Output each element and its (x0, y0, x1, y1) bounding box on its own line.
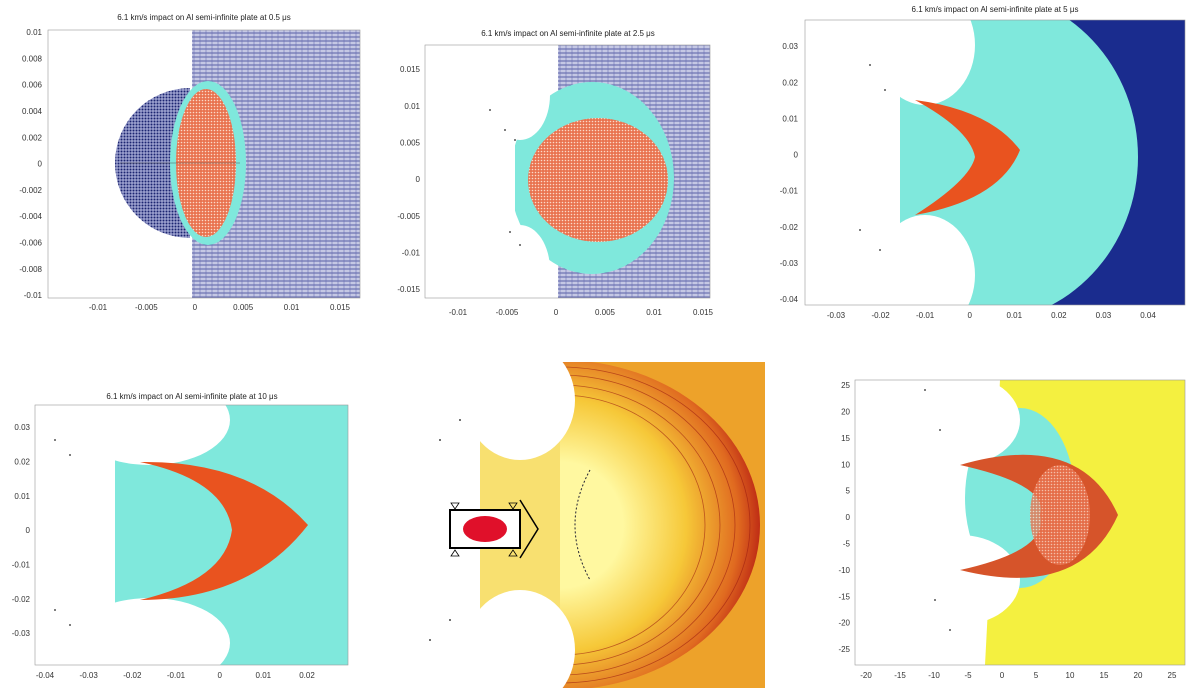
x-tick-label: -0.03 (827, 311, 846, 320)
y-tick-label: 0.005 (400, 138, 421, 147)
x-tick-label: -0.02 (123, 671, 142, 680)
x-tick-label: 0.005 (233, 303, 254, 312)
y-tick-label: 0.01 (26, 28, 42, 37)
y-tick-label: 0 (26, 526, 31, 535)
x-tick-label: 0.03 (1096, 311, 1112, 320)
y-tick-label: -0.02 (780, 223, 799, 232)
x-tick-label: -20 (860, 671, 872, 680)
x-tick-label: 0.015 (693, 308, 714, 317)
x-tick-label: 0.02 (1051, 311, 1067, 320)
simulation-mm (900, 380, 1185, 665)
y-tick-label: 0.006 (22, 81, 43, 90)
x-tick-label: 5 (1034, 671, 1039, 680)
y-tick-label: 0.01 (14, 492, 30, 501)
projectile-icon (449, 499, 539, 559)
y-tick-label: -0.015 (397, 285, 420, 294)
y-tick-label: -20 (838, 619, 850, 628)
x-tick-label: 0.005 (595, 308, 616, 317)
y-tick-label: 0.03 (782, 42, 798, 51)
x-tick-label: 0 (554, 308, 559, 317)
y-tick-label: -10 (838, 566, 850, 575)
x-tick-label: -0.03 (80, 671, 99, 680)
y-tick-label: 25 (841, 381, 850, 390)
simulation-2-5us (425, 45, 710, 298)
x-tick-label: 0.01 (646, 308, 662, 317)
y-tick-label: 0.004 (22, 107, 43, 116)
simulation-5us (805, 20, 1185, 305)
x-tick-label: 0.01 (256, 671, 272, 680)
y-tick-label: 0.008 (22, 54, 43, 63)
y-tick-label: -0.004 (19, 212, 42, 221)
panel-title: 6.1 km/s impact on Al semi-infinite plat… (481, 29, 655, 38)
y-tick-label: -0.03 (780, 259, 799, 268)
y-tick-label: 15 (841, 434, 850, 443)
simulation-10us (35, 405, 348, 665)
y-tick-label: -0.03 (12, 629, 31, 638)
panel-title: 6.1 km/s impact on Al semi-infinite plat… (106, 392, 277, 401)
x-tick-label: -0.005 (135, 303, 158, 312)
x-tick-label: -0.01 (449, 308, 468, 317)
y-tick-label: -0.002 (19, 186, 42, 195)
x-tick-label: 10 (1066, 671, 1075, 680)
y-tick-label: 0.002 (22, 133, 43, 142)
y-tick-label: -0.01 (24, 291, 43, 300)
x-tick-label: 0 (967, 311, 972, 320)
x-tick-label: 0.015 (330, 303, 351, 312)
y-tick-label: -0.01 (12, 560, 31, 569)
x-tick-label: -0.02 (871, 311, 890, 320)
x-tick-label: 0.01 (284, 303, 300, 312)
x-tick-label: -5 (964, 671, 972, 680)
y-tick-label: -0.01 (780, 187, 799, 196)
x-tick-label: 15 (1100, 671, 1109, 680)
simulation-temperature (415, 362, 765, 688)
y-tick-label: 0.015 (400, 65, 421, 74)
y-tick-label: 0.03 (14, 423, 30, 432)
y-tick-label: 0.01 (404, 102, 420, 111)
y-tick-label: -25 (838, 645, 850, 654)
x-tick-label: 0.04 (1140, 311, 1156, 320)
x-tick-label: 0.02 (299, 671, 315, 680)
y-tick-label: -0.008 (19, 265, 42, 274)
x-tick-label: 0 (1000, 671, 1005, 680)
x-tick-label: 0 (217, 671, 222, 680)
y-tick-label: 0.02 (782, 78, 798, 87)
x-tick-label: -15 (894, 671, 906, 680)
y-tick-label: -0.02 (12, 595, 31, 604)
y-tick-label: 5 (846, 487, 851, 496)
x-tick-label: 25 (1168, 671, 1177, 680)
x-tick-label: -0.01 (167, 671, 186, 680)
y-tick-label: -15 (838, 592, 850, 601)
y-tick-label: 0.02 (14, 457, 30, 466)
panel-title: 6.1 km/s impact on Al semi-infinite plat… (117, 13, 291, 22)
x-tick-label: 20 (1134, 671, 1143, 680)
panel-title: 6.1 km/s impact on Al semi-infinite plat… (912, 5, 1079, 14)
y-tick-label: -5 (843, 540, 851, 549)
y-tick-label: 10 (841, 460, 850, 469)
x-tick-label: -0.01 (89, 303, 108, 312)
x-tick-label: -0.01 (916, 311, 935, 320)
y-tick-label: -0.005 (397, 212, 420, 221)
x-tick-label: 0 (193, 303, 198, 312)
y-tick-label: 0 (38, 160, 43, 169)
x-tick-label: -0.04 (36, 671, 55, 680)
y-tick-label: 0 (846, 513, 851, 522)
y-tick-label: 0.01 (782, 114, 798, 123)
y-tick-label: 0 (794, 151, 799, 160)
y-tick-label: -0.04 (780, 295, 799, 304)
y-tick-label: -0.006 (19, 239, 42, 248)
y-tick-label: -0.01 (402, 248, 421, 257)
y-tick-label: 20 (841, 408, 850, 417)
y-tick-label: 0 (416, 175, 421, 184)
x-tick-label: -10 (928, 671, 940, 680)
x-tick-label: -0.005 (496, 308, 519, 317)
x-tick-label: 0.01 (1006, 311, 1022, 320)
simulation-0-5us (115, 30, 360, 298)
